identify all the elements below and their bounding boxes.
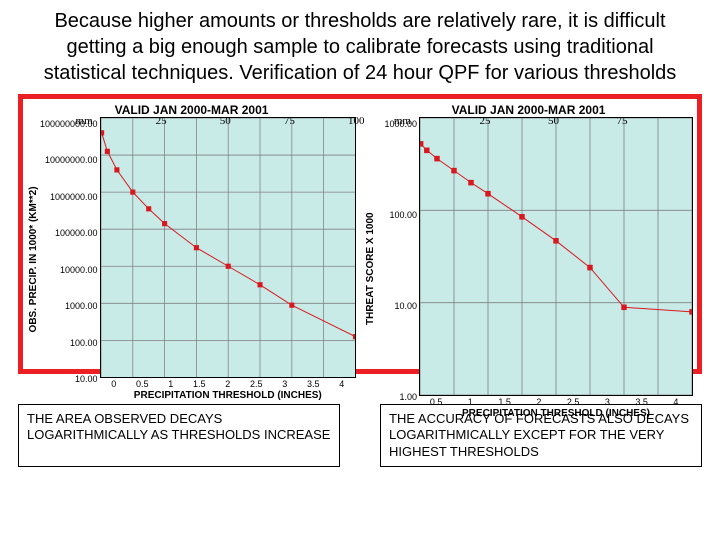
right-ylabel: THREAT SCORE X 1000	[364, 117, 377, 420]
xtick-label: 1.5	[488, 397, 522, 408]
ytick-label: 100.00	[377, 210, 417, 220]
mm-label: mm	[394, 115, 411, 127]
left-chart: VALID JAN 2000-MAR 2001 OBS. PRECIP. IN …	[23, 99, 360, 369]
xtick-label: 2	[214, 379, 243, 390]
left-chart-svg	[101, 118, 355, 377]
mm-label: mm	[76, 115, 93, 127]
xtick-label: 1	[453, 397, 487, 408]
ytick-label: 10000000.00	[40, 155, 98, 165]
xtick-label: 1	[157, 379, 186, 390]
mm-label: 50	[548, 115, 559, 127]
xtick-label: 0	[100, 379, 129, 390]
right-chart-title: VALID JAN 2000-MAR 2001	[364, 101, 693, 117]
xtick-label: 4	[328, 379, 357, 390]
charts-frame: VALID JAN 2000-MAR 2001 OBS. PRECIP. IN …	[18, 94, 702, 374]
mm-label: 25	[156, 115, 167, 127]
right-plot-area	[419, 117, 693, 396]
ytick-label: 10.00	[40, 374, 98, 384]
xtick-label: 0.5	[419, 397, 453, 408]
mm-label: 50	[220, 115, 231, 127]
right-xticks: 0.511.522.533.54	[419, 396, 693, 408]
right-chart: VALID JAN 2000-MAR 2001 THREAT SCORE X 1…	[360, 99, 697, 369]
ytick-label: 1.00	[377, 392, 417, 402]
right-xlabel: PRECIPITATION THRESHOLD (INCHES)	[419, 408, 693, 420]
left-ylabel: OBS. PRECIP. IN 1000* (KM**2)	[27, 117, 40, 402]
caption-left: THE AREA OBSERVED DECAYS LOGARITHMICALLY…	[18, 404, 340, 467]
ytick-label: 100000.00	[40, 228, 98, 238]
ytick-label: 10.00	[377, 301, 417, 311]
xtick-label: 2.5	[556, 397, 590, 408]
xtick-label: 2	[522, 397, 556, 408]
left-yticks: 100000000.0010000000.001000000.00100000.…	[40, 117, 100, 402]
xtick-label: 3	[271, 379, 300, 390]
xtick-label: 3	[590, 397, 624, 408]
xtick-label: 2.5	[242, 379, 271, 390]
ytick-label: 10000.00	[40, 265, 98, 275]
mm-label: 75	[284, 115, 295, 127]
xtick-label: 4	[659, 397, 693, 408]
slide-title: Because higher amounts or thresholds are…	[0, 0, 720, 90]
left-plot-area	[100, 117, 356, 378]
mm-label: 75	[617, 115, 628, 127]
xtick-label: 1.5	[185, 379, 214, 390]
left-xticks: 00.511.522.533.54	[100, 378, 356, 390]
xtick-label: 3.5	[625, 397, 659, 408]
ytick-label: 100.00	[40, 338, 98, 348]
ytick-label: 1000.00	[40, 301, 98, 311]
right-chart-svg	[420, 118, 692, 395]
ytick-label: 1000000.00	[40, 192, 98, 202]
xtick-label: 0.5	[128, 379, 157, 390]
left-xlabel: PRECIPITATION THRESHOLD (INCHES)	[100, 390, 356, 402]
mm-label: 25	[480, 115, 491, 127]
right-yticks: 1000.00100.0010.001.00	[377, 117, 419, 420]
xtick-label: 3.5	[299, 379, 328, 390]
